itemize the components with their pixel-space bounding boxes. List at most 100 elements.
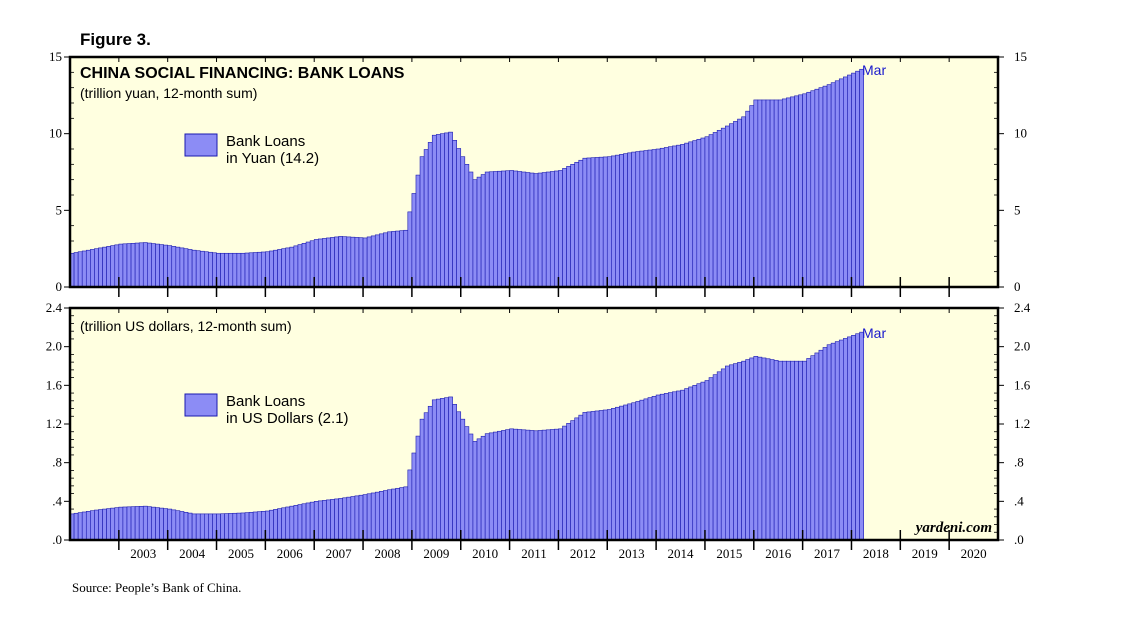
- top-bar: [407, 211, 413, 288]
- bottom-legend-label: Bank Loans in US Dollars (2.1): [226, 393, 349, 427]
- bottom-bar: [448, 396, 453, 541]
- top-bar: [700, 137, 706, 288]
- bottom-y-tick-label-left: 2.4: [46, 300, 63, 315]
- top-bar: [224, 252, 230, 288]
- bottom-bar: [659, 393, 665, 541]
- bottom-bar: [399, 487, 405, 541]
- top-bar: [411, 193, 417, 288]
- x-tick-label: 2013: [619, 546, 645, 561]
- bottom-bar: [126, 506, 132, 541]
- bottom-bar: [106, 508, 112, 541]
- top-bar: [615, 154, 620, 288]
- bottom-bar: [781, 360, 787, 541]
- top-bar: [171, 246, 177, 288]
- top-bar: [668, 146, 673, 288]
- top-bar: [138, 242, 144, 288]
- bottom-legend-swatch: [184, 393, 218, 417]
- bottom-bar: [672, 391, 677, 541]
- bottom-bar: [297, 504, 303, 541]
- top-bar: [549, 171, 555, 288]
- bottom-bar: [244, 512, 250, 541]
- top-y-tick-label-left: 0: [56, 279, 63, 294]
- top-bar: [85, 249, 91, 288]
- bottom-bar: [537, 430, 543, 541]
- bottom-bar: [729, 364, 734, 541]
- top-bar: [175, 246, 181, 288]
- top-bar: [554, 170, 559, 288]
- top-bar: [533, 173, 539, 288]
- bottom-bar: [387, 489, 392, 541]
- top-bar: [301, 243, 307, 288]
- bottom-bar: [248, 511, 254, 541]
- bottom-bar: [582, 412, 588, 541]
- bottom-bar: [696, 383, 702, 541]
- top-bar: [826, 84, 832, 288]
- top-bar: [509, 170, 514, 288]
- bottom-bar: [541, 429, 547, 541]
- top-bar: [619, 154, 624, 288]
- bottom-plot-frame: [68, 306, 1000, 542]
- bottom-bar: [590, 411, 596, 541]
- top-bar: [655, 148, 661, 288]
- bottom-bar: [851, 335, 856, 541]
- top-bar: [436, 134, 441, 288]
- bottom-bar: [456, 411, 462, 541]
- top-bar: [602, 156, 608, 288]
- bottom-bar: [476, 438, 482, 541]
- top-bar: [611, 155, 616, 288]
- bottom-bar: [790, 360, 795, 541]
- bottom-bar: [684, 388, 689, 541]
- top-bar: [240, 252, 246, 288]
- top-bar: [256, 251, 262, 288]
- top-bar: [574, 161, 580, 288]
- top-legend-label: Bank Loans in Yuan (14.2): [226, 133, 319, 167]
- top-bar: [806, 91, 812, 288]
- top-bar: [558, 170, 563, 288]
- bottom-bar: [208, 513, 213, 541]
- bottom-bar: [102, 508, 107, 541]
- bottom-bar: [281, 507, 287, 541]
- bottom-bar: [289, 505, 295, 541]
- bottom-bar: [415, 435, 421, 541]
- bottom-bar: [488, 432, 494, 541]
- top-bar: [338, 236, 344, 288]
- top-bar: [855, 70, 860, 288]
- bottom-bar: [838, 339, 844, 541]
- bottom-bar: [346, 496, 352, 541]
- top-bar: [208, 251, 213, 288]
- bottom-bar: [802, 360, 808, 541]
- top-bar: [391, 231, 396, 288]
- top-bar: [480, 174, 486, 288]
- top-y-tick-label-left: 5: [56, 202, 63, 217]
- bottom-y-tick-label-right: .8: [1014, 455, 1024, 470]
- bottom-bar: [354, 495, 360, 541]
- top-bar: [423, 149, 429, 288]
- bottom-bar: [370, 492, 376, 541]
- top-bar: [598, 156, 604, 288]
- bottom-bar: [383, 490, 388, 541]
- top-bar: [370, 235, 376, 288]
- bottom-bar: [130, 506, 136, 541]
- x-tick-label: 2007: [326, 546, 353, 561]
- bottom-y-tick-label-right: 1.2: [1014, 416, 1030, 431]
- bottom-bar: [492, 431, 498, 541]
- top-bar: [252, 252, 258, 288]
- bottom-bar: [269, 509, 274, 541]
- top-bar: [729, 123, 734, 288]
- bottom-bar: [440, 398, 445, 541]
- bottom-bar: [647, 397, 653, 541]
- top-bar: [790, 96, 795, 288]
- top-bar: [126, 243, 132, 288]
- top-bar: [350, 236, 356, 288]
- top-bar: [724, 125, 730, 288]
- bottom-bar: [460, 418, 466, 541]
- bottom-y-tick-label-left: 1.2: [46, 416, 62, 431]
- x-tick-label: 2018: [863, 546, 889, 561]
- bottom-bar: [391, 488, 396, 541]
- top-chart-title: CHINA SOCIAL FINANCING: BANK LOANS: [80, 65, 405, 82]
- bottom-bar: [708, 377, 714, 541]
- top-bar: [769, 99, 775, 288]
- top-bar: [647, 149, 653, 288]
- bottom-bar: [724, 365, 730, 541]
- bottom-bar: [700, 381, 706, 541]
